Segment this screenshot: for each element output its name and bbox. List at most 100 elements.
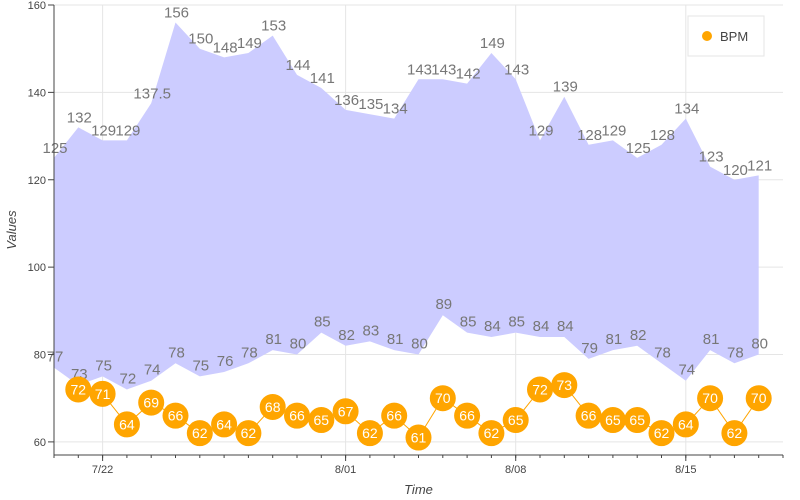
bpm-point: [624, 407, 651, 434]
bpm-point: [721, 420, 748, 447]
bpm-point-label: 65: [629, 412, 645, 428]
bpm-series: 72 71 64 69 66 62 64 62 68 66 65 67 62 66 61 70 66 62 65 72…: [65, 372, 772, 451]
bpm-point: [308, 407, 335, 434]
bpm-point-label: 66: [581, 408, 597, 424]
bpm-point: [502, 407, 529, 434]
legend-box: [687, 15, 765, 57]
band-high-label: 150: [188, 31, 213, 48]
x-axis-title: Time: [404, 482, 433, 497]
bpm-point-label: 62: [192, 425, 208, 441]
bpm-point-label: 62: [362, 425, 378, 441]
x-tick-label: 8/08: [505, 464, 526, 476]
bpm-point-label: 66: [386, 408, 402, 424]
bpm-point: [697, 385, 724, 412]
band-low-label: 75: [95, 357, 112, 374]
band-low-label: 78: [168, 344, 185, 361]
legend: BPM: [687, 15, 765, 57]
x-tick-label: 8/15: [675, 464, 696, 476]
band-high-label: 129: [601, 122, 626, 139]
bpm-point-label: 64: [678, 416, 694, 432]
bpm-point: [478, 420, 505, 447]
band-high-label: 149: [480, 35, 505, 52]
band-low-label: 81: [606, 331, 623, 348]
bpm-point-label: 62: [727, 425, 743, 441]
band-low-label: 84: [484, 318, 501, 335]
legend-marker-bpm: [702, 31, 712, 41]
bpm-point: [332, 398, 359, 425]
bpm-point: [381, 402, 408, 429]
bpm-point-label: 70: [702, 390, 718, 406]
band-high-label: 141: [310, 70, 335, 87]
bpm-point-label: 70: [435, 390, 451, 406]
bpm-point: [138, 389, 165, 416]
bpm-point-label: 64: [119, 416, 135, 432]
bpm-point-label: 72: [71, 381, 87, 397]
bpm-point: [235, 420, 262, 447]
bpm-point-label: 67: [338, 403, 354, 419]
band-low-label: 72: [120, 370, 137, 387]
bpm-point-label: 62: [241, 425, 257, 441]
x-tick-label: 8/01: [335, 464, 356, 476]
band-high-label: 132: [67, 109, 92, 126]
band-low-label: 81: [387, 331, 404, 348]
bpm-point: [356, 420, 383, 447]
band-high-label: 143: [407, 61, 432, 78]
bpm-point-label: 68: [265, 399, 281, 415]
band-high-label: 129: [528, 122, 553, 139]
band-low-label: 84: [533, 318, 550, 335]
band-low-label: 80: [751, 336, 768, 353]
y-tick-label: 140: [28, 87, 46, 99]
band-low-label: 84: [557, 318, 574, 335]
band-low-label: 82: [338, 327, 355, 344]
bpm-point: [405, 424, 432, 451]
band-low-label: 74: [144, 362, 161, 379]
bpm-point: [259, 393, 286, 420]
bpm-point-label: 65: [605, 412, 621, 428]
bpm-point-label: 65: [508, 412, 524, 428]
band-high-label: 143: [431, 61, 456, 78]
band-high-label: 120: [723, 162, 748, 179]
band-low-label: 74: [678, 362, 695, 379]
band-high-label: 148: [213, 39, 238, 56]
bpm-point-label: 64: [216, 416, 232, 432]
band-low-label: 89: [435, 296, 452, 313]
bpm-point-label: 66: [168, 408, 184, 424]
band-high-label: 149: [237, 35, 262, 52]
band-low-label: 77: [47, 349, 64, 366]
band-high-label: 123: [699, 149, 724, 166]
bpm-point-label: 66: [459, 408, 475, 424]
band-high-label: 137.5: [133, 85, 171, 102]
bpm-point: [211, 411, 238, 438]
band-low-label: 81: [265, 331, 282, 348]
band-high-label: 128: [577, 127, 602, 144]
y-axis-title: Values: [4, 210, 19, 250]
bpm-point-label: 72: [532, 381, 548, 397]
y-tick-label: 80: [34, 350, 46, 362]
bpm-point: [745, 385, 772, 412]
band-low-label: 85: [460, 314, 477, 331]
band-low-label: 80: [290, 336, 307, 353]
band-high-label: 125: [42, 140, 67, 157]
band-high-label: 136: [334, 92, 359, 109]
band-low-label: 78: [654, 344, 671, 361]
band-low-label: 80: [411, 336, 428, 353]
bpm-point-label: 71: [95, 386, 111, 402]
bpm-point: [429, 385, 456, 412]
bpm-point-label: 62: [484, 425, 500, 441]
bpm-point: [186, 420, 213, 447]
band-high-label: 142: [456, 66, 481, 83]
band-high-label: 153: [261, 18, 286, 35]
band-high-label: 129: [115, 122, 140, 139]
band-low-label: 82: [630, 327, 647, 344]
y-tick-label: 100: [28, 262, 46, 274]
bpm-point-label: 69: [143, 395, 159, 411]
band-high-label: 129: [91, 122, 116, 139]
bpm-point: [551, 372, 578, 399]
bpm-point-label: 61: [411, 430, 427, 446]
band-low-label: 78: [241, 344, 258, 361]
bpm-point-label: 70: [751, 390, 767, 406]
bpm-point: [672, 411, 699, 438]
bpm-point: [162, 402, 189, 429]
band-low-label: 81: [703, 331, 720, 348]
